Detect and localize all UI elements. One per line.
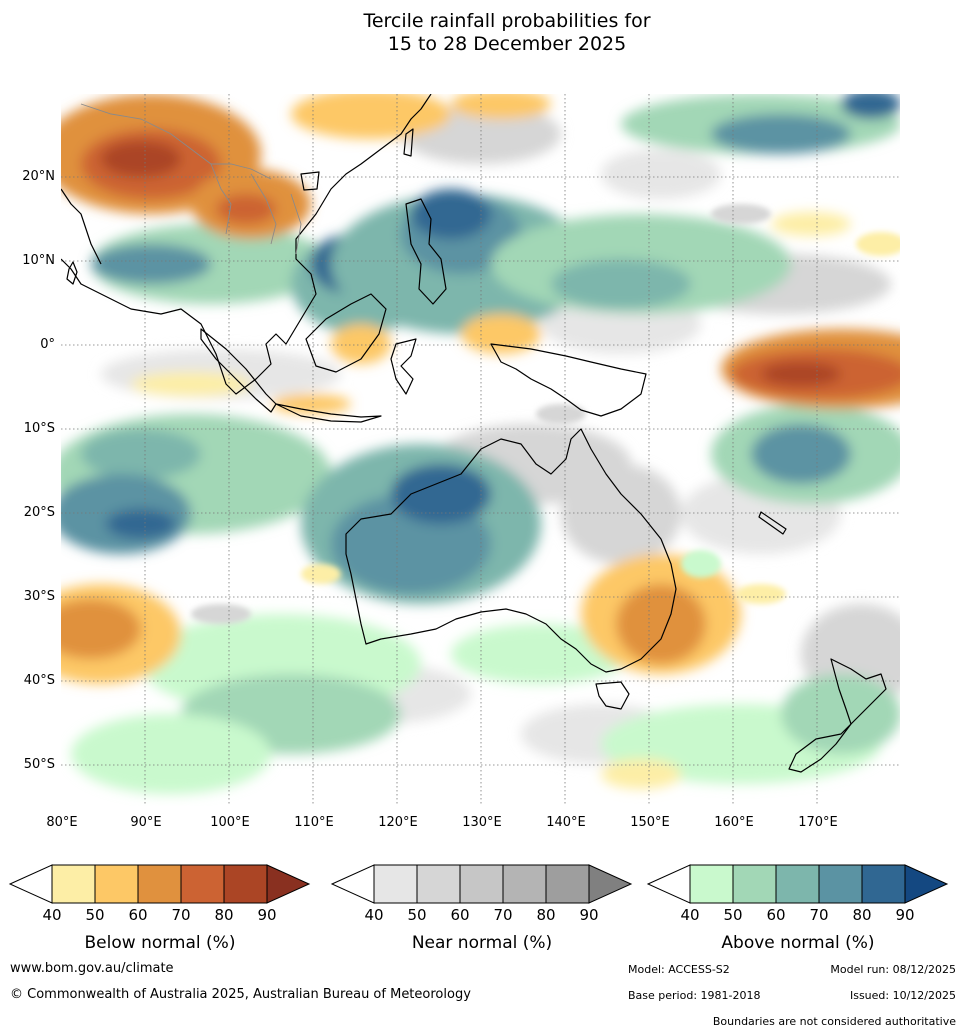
longitude-label-100e: 100°E [210,815,250,830]
title-line-1: Tercile rainfall probabilities for [363,10,651,32]
footer-copyright: © Commonwealth of Australia 2025, Austra… [10,987,471,1002]
latitude-label-0: 0° [40,337,55,352]
near-legend-swatch-60 [459,864,504,904]
below-legend-tick-60: 60 [128,906,147,924]
below-legend-swatch-80 [223,864,268,904]
longitude-label-140e: 140°E [546,815,586,830]
legend-near-colorbar: 40 50 60 70 80 90 [330,864,633,924]
probability-speckle [191,204,900,624]
longitude-label-170e: 170°E [798,815,838,830]
near-legend-tick-60: 60 [450,906,469,924]
graticule [61,94,900,806]
map-title: Tercile rainfall probabilities for 15 to… [0,10,965,56]
footer-model-run: Model run: 08/12/2025 [830,963,956,976]
legend-below-normal: 40 50 60 70 80 90 [8,863,311,953]
legend-near-normal: 40 50 60 70 80 90 [330,863,633,953]
below-legend-tick-50: 50 [85,906,104,924]
probability-field [61,94,900,794]
latitude-label-50s: 50°S [23,757,55,772]
legend-above-normal: 40 50 60 70 80 90 [646,863,949,953]
latitude-label-20n: 20°N [22,169,55,184]
below-legend-tick-40: 40 [42,906,61,924]
above-legend-tick-80: 80 [852,906,871,924]
longitude-label-110e: 110°E [294,815,334,830]
longitude-label-160e: 160°E [714,815,754,830]
footer-issued: Issued: 10/12/2025 [849,989,956,1002]
near-legend-swatch-50 [416,864,461,904]
near-legend-tick-80: 80 [536,906,555,924]
above-legend-swatch-60 [775,864,820,904]
longitude-label-120e: 120°E [378,815,418,830]
latitude-label-20s: 20°S [23,505,55,520]
near-legend-lower-extension [330,864,375,904]
footer-disclaimer: Boundaries are not considered authoritat… [712,1015,956,1028]
latitude-label-10n: 10°N [22,253,55,268]
coastlines [61,94,887,773]
above-legend-tick-70: 70 [809,906,828,924]
legend-above-colorbar: 40 50 60 70 80 90 [646,864,949,924]
near-legend-tick-40: 40 [364,906,383,924]
longitude-label-90e: 90°E [130,815,162,830]
near-legend-swatch-40 [373,864,418,904]
above-legend-swatch-70 [818,864,863,904]
latitude-label-40s: 40°S [23,673,55,688]
above-legend-tick-90: 90 [895,906,914,924]
map-canvas [61,94,900,806]
latitude-label-30s: 30°S [23,589,55,604]
above-legend-swatch-40 [689,864,734,904]
footer-model: Model: ACCESS-S2 [628,963,730,976]
below-legend-tick-90: 90 [257,906,276,924]
below-legend-swatch-40 [51,864,96,904]
near-legend-tick-50: 50 [407,906,426,924]
near-legend-swatch-70 [502,864,547,904]
legend-above-caption: Above normal (%) [721,933,875,953]
latitude-label-10s: 10°S [23,421,55,436]
longitude-label-130e: 130°E [462,815,502,830]
above-legend-tick-40: 40 [680,906,699,924]
near-legend-swatch-80 [545,864,590,904]
title-line-2: 15 to 28 December 2025 [387,33,627,55]
longitude-label-80e: 80°E [46,815,78,830]
below-legend-swatch-70 [180,864,225,904]
above-legend-swatch-50 [732,864,777,904]
below-legend-swatch-60 [137,864,182,904]
longitude-label-150e: 150°E [630,815,670,830]
above-legend-tick-60: 60 [766,906,785,924]
legend-below-caption: Below normal (%) [84,933,236,953]
rainfall-probability-map [61,94,900,806]
legend-near-caption: Near normal (%) [411,933,553,953]
country-borders [80,103,302,255]
below-legend-tick-80: 80 [214,906,233,924]
near-legend-tick-70: 70 [493,906,512,924]
above-legend-upper-extension [904,864,949,904]
below-legend-lower-extension [8,864,53,904]
near-legend-upper-extension [588,864,633,904]
below-legend-tick-70: 70 [171,906,190,924]
near-legend-tick-90: 90 [579,906,598,924]
footer-website[interactable]: www.bom.gov.au/climate [10,961,174,976]
footer-base-period: Base period: 1981-2018 [628,989,761,1002]
above-legend-lower-extension [646,864,691,904]
above-legend-tick-50: 50 [723,906,742,924]
below-legend-upper-extension [266,864,311,904]
legend-below-colorbar: 40 50 60 70 80 90 [8,864,311,924]
above-legend-swatch-80 [861,864,906,904]
below-legend-swatch-50 [94,864,139,904]
